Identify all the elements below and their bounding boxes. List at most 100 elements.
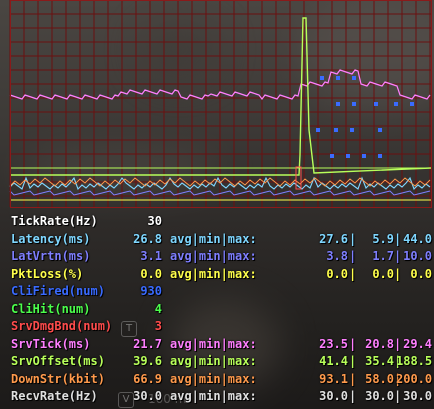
stat-max: 44.0	[403, 231, 432, 246]
stat-row: TickRate(Hz) 30	[11, 213, 431, 231]
stat-row: PktLoss(%) 0.0 avg|min|max: 0.0 | 0.0 | 0.0	[11, 266, 432, 284]
stat-avg: 23.5	[319, 336, 348, 351]
stat-label: CliFired(num)	[11, 284, 105, 298]
stat-max: 29.4	[403, 336, 432, 351]
stat-min: 58.0	[365, 371, 394, 386]
stat-value: 26.8	[133, 231, 162, 246]
stat-value: 30	[147, 214, 162, 228]
latency-trace	[9, 176, 431, 190]
scene-shadow-blob	[170, 300, 280, 390]
stat-avg: 0.0	[326, 266, 348, 281]
clifired-mark	[336, 102, 340, 106]
stat-row: CliHit(num) 4	[11, 301, 431, 319]
stat-value: 3	[154, 319, 162, 333]
stat-row: LatVrtn(ms) 3.1 avg|min|max: 3.8 | 1.7 | 10.0	[11, 248, 432, 266]
stat-separator: |	[349, 371, 357, 386]
stat-max: 10.0	[403, 249, 432, 263]
clifired-mark	[374, 102, 378, 106]
netgraph-border	[10, 0, 432, 208]
stat-avg-min-max-label: avg|min|max:	[170, 371, 257, 386]
clifired-mark	[362, 154, 366, 158]
stat-value: 3.1	[140, 249, 162, 263]
stat-separator: |	[349, 389, 357, 403]
stat-value: 21.7	[133, 336, 162, 351]
stat-value: 4	[154, 301, 162, 316]
netgraph-grid	[9, 0, 431, 207]
stat-value: 0.0	[140, 266, 162, 281]
stat-label: PktLoss(%)	[11, 266, 84, 281]
netgraph-series	[9, 17, 432, 201]
stat-avg: 93.1	[319, 371, 348, 386]
stat-max: 188.5	[396, 354, 433, 368]
key-t-hint: T	[121, 321, 137, 337]
stat-separator: |	[394, 266, 402, 281]
clifired-mark	[394, 102, 398, 106]
stat-min: 1.7	[372, 249, 394, 263]
stat-row: SrvOffset(ms) 39.6 avg|min|max: 41.4 | 35.4 | 1…	[11, 353, 433, 371]
stat-avg-min-max-label: avg|min|max:	[170, 266, 257, 281]
stat-separator: |	[349, 354, 357, 368]
stat-label: SrvTick(ms)	[11, 336, 91, 351]
stat-avg: 30.0	[319, 389, 348, 403]
clifired-mark	[350, 128, 354, 132]
stat-row: Latency(ms) 26.8 avg|min|max: 27.6 | 5.9 | 44.0	[11, 231, 432, 249]
stat-separator: |	[394, 389, 402, 403]
clifired-mark	[378, 154, 382, 158]
stat-label: CliHit(num)	[11, 301, 91, 316]
downstr-trace	[9, 177, 431, 187]
stat-avg: 27.6	[319, 231, 348, 246]
stat-avg-min-max-label: avg|min|max:	[170, 249, 257, 263]
stat-max: 200.0	[396, 371, 433, 386]
stat-value: 39.6	[133, 354, 162, 368]
stat-min: 0.0	[372, 266, 394, 281]
stat-max: 30.0	[403, 389, 432, 403]
clifired-mark	[352, 102, 356, 106]
clifired-mark	[352, 76, 356, 80]
stat-value: 30.0	[133, 389, 162, 403]
stat-label: Latency(ms)	[11, 231, 91, 246]
stat-avg: 3.8	[326, 249, 348, 263]
stat-separator: |	[394, 336, 402, 351]
latvrtn-trace	[9, 190, 431, 196]
key-v-hint: V	[118, 392, 134, 408]
srvoffset-trace	[10, 17, 432, 176]
stat-min: 20.8	[365, 336, 394, 351]
clifired-mark	[316, 128, 320, 132]
stat-avg-min-max-label: avg|min|max:	[170, 336, 257, 351]
stat-label: RecvRate(Hz)	[11, 389, 98, 403]
stat-label: LatVrtn(ms)	[11, 249, 91, 263]
stat-label: DownStr(kbit)	[11, 371, 105, 386]
clifired-mark	[320, 76, 324, 80]
clifired-mark	[410, 102, 414, 106]
stat-row: DownStr(kbit) 66.9 avg|min|max: 93.1 | 58.0 | 2…	[11, 371, 433, 389]
stat-min: 30.0	[365, 389, 394, 403]
clifired-mark	[378, 128, 382, 132]
stat-min: 35.4	[365, 354, 394, 368]
stat-separator: |	[349, 231, 357, 246]
stat-min: 5.9	[372, 231, 394, 246]
stat-label: TickRate(Hz)	[11, 214, 98, 228]
stat-value: 66.9	[133, 371, 162, 386]
stat-label: SrvDmgBnd(num)	[11, 319, 113, 333]
stat-row: RecvRate(Hz) 30.0 avg|min|max: 30.0 | 30.0 | 30…	[11, 388, 432, 406]
stat-max: 0.0	[410, 266, 432, 281]
stat-separator: |	[349, 249, 357, 263]
distance-readout: 100 m	[148, 392, 187, 406]
stat-avg: 41.4	[319, 354, 348, 368]
stat-separator: |	[394, 354, 402, 368]
stat-avg-min-max-label: avg|min|max:	[170, 231, 257, 246]
stat-separator: |	[349, 266, 357, 281]
stat-separator: |	[394, 231, 402, 246]
stat-separator: |	[394, 249, 402, 263]
stat-avg-min-max-label: avg|min|max:	[170, 389, 257, 403]
stat-row: SrvTick(ms) 21.7 avg|min|max: 23.5 | 20.8 | 29.…	[11, 336, 432, 354]
netgraph	[9, 0, 432, 208]
stat-separator: |	[349, 336, 357, 351]
srvdmgbnd-marker	[295, 166, 302, 190]
srvtick-trace	[9, 69, 431, 100]
clifired-mark	[330, 154, 334, 158]
stat-separator: |	[394, 371, 402, 386]
clifired-mark	[334, 128, 338, 132]
stat-row: CliFired(num) 930	[11, 283, 431, 301]
